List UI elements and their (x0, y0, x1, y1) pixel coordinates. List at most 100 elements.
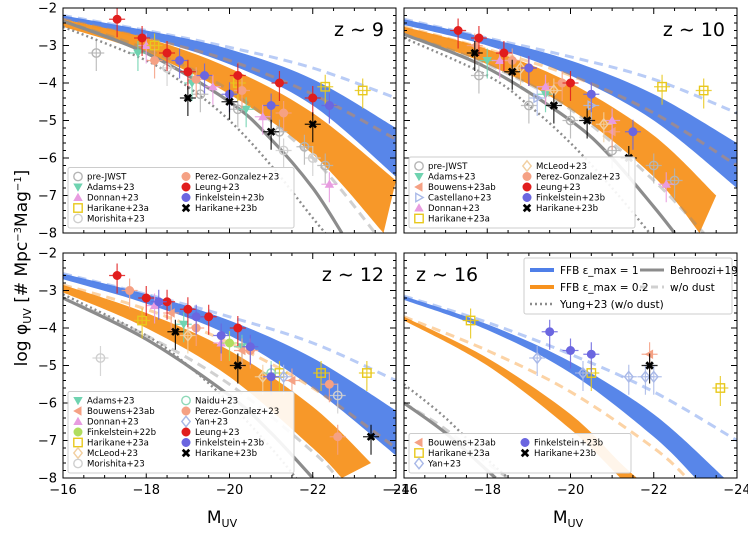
legend-marker (414, 182, 423, 192)
dataset-harikane-23a (654, 74, 712, 109)
x-tick-label: −20 (216, 483, 243, 498)
legend-models: FFB ε_max = 1 FFB ε_max = 0.2 Yung+23 (w/o… (523, 257, 738, 315)
ffb-emax02-band (404, 26, 717, 233)
legend-marker (73, 406, 82, 416)
legend-entry-label: Morishita+23 (87, 460, 145, 470)
legend-marker (180, 415, 192, 428)
y-axis-label: log φUV [# Mpc−3Mag−1] (12, 170, 34, 367)
legend-entry-label: Harikane+23a (87, 439, 149, 449)
dataset-yan-23 (529, 346, 662, 395)
data-point (175, 55, 185, 65)
behroozi-nodust-line (63, 296, 339, 478)
x-tick-label: −24 (723, 483, 748, 498)
data-point (524, 63, 534, 73)
data-point (482, 56, 492, 66)
dataset-harikane-23b (179, 86, 321, 150)
data-point (178, 320, 189, 330)
legend-marker (73, 203, 83, 213)
y-tick-label: −2 (38, 247, 57, 262)
data-point (320, 160, 331, 171)
data-point (216, 330, 226, 340)
legend-entry-label: Harikane+23b (195, 204, 257, 214)
data-point (225, 97, 234, 106)
legend-entry-label: Adams+23 (428, 173, 475, 183)
legend-marker (181, 448, 191, 458)
data-point (316, 368, 326, 378)
data-point (333, 432, 343, 442)
data-point (278, 145, 289, 156)
legend-marker (73, 458, 83, 469)
data-point (233, 71, 243, 81)
data-point (549, 101, 559, 110)
legend-marker (521, 159, 533, 173)
y-tick-label: −7 (38, 189, 57, 204)
legend-entry-label: Leung+23 (195, 428, 239, 438)
ffb-emax02-band (63, 19, 396, 233)
legend-entry-label: Bouwens+23ab (428, 183, 496, 193)
data-point (183, 304, 193, 314)
y-tick-label: −8 (38, 472, 57, 487)
data-point (523, 100, 534, 111)
plot-area (404, 17, 737, 233)
data-point (698, 85, 709, 96)
model-legend-label: w/o dust (670, 282, 715, 294)
data-point (607, 115, 617, 124)
ffb-emax1-band (404, 296, 725, 478)
y-tick-label: −3 (38, 39, 57, 54)
legend-entry-label: Finkelstein+23b (534, 439, 603, 449)
data-point (299, 141, 310, 152)
data-point (661, 179, 671, 188)
data-point (171, 327, 180, 336)
model-legend-label: Yung+23 (w/o dust) (559, 299, 664, 311)
ffb-emax1-band (404, 19, 737, 189)
svg-text:log φUV [# Mpc−3Mag−1]: log φUV [# Mpc−3Mag−1] (12, 170, 34, 367)
legend-marker (414, 203, 424, 212)
y-tick-label: −4 (38, 77, 57, 92)
behroozi-line (63, 19, 344, 233)
legend-entry-label: McLeod+23 (87, 449, 138, 459)
data-point (257, 370, 268, 384)
ticks (403, 252, 738, 479)
data-point (191, 74, 201, 84)
legend-marker (73, 171, 83, 182)
legend-entry-label: Finkelstein+23b (195, 194, 264, 204)
legend-entry-label: Bouwens+23ab (87, 407, 155, 417)
dataset-perez-gonzalez-23 (146, 48, 292, 131)
panel-redshift-label: z ∼ 10 (663, 19, 725, 41)
legend-marker (520, 437, 530, 447)
legend-marker (415, 192, 425, 203)
legend-marker (73, 416, 83, 426)
data-point (233, 323, 243, 333)
data-point (183, 67, 193, 77)
y-tick-label: −2 (38, 2, 57, 17)
legend-marker (181, 203, 191, 213)
data-point (648, 160, 659, 171)
legend-marker (181, 193, 191, 203)
data-point (308, 120, 317, 129)
legend-entry-label: Leung+23 (195, 183, 239, 193)
legend-marker (414, 173, 424, 182)
dataset-finkelstein-22b (221, 331, 238, 361)
data-point (453, 25, 463, 35)
data-point (640, 370, 651, 384)
data-point (287, 375, 296, 386)
data-point (565, 78, 575, 88)
legend-marker (73, 427, 83, 437)
legend-entry-label: Perez-Gonzalez+23 (536, 173, 620, 183)
ffb-emax02-nodust-line (63, 17, 396, 141)
data-point (586, 349, 596, 359)
legend-entry-label: Harikane+23a (428, 449, 490, 459)
legend-marker (414, 437, 423, 448)
dataset-harikane-23b (641, 353, 658, 384)
legend-marker (181, 437, 191, 447)
data-point (648, 370, 659, 384)
legend-entry-label: Harikane+23a (428, 215, 490, 225)
data-point (623, 370, 634, 384)
legend-entry-label: Finkelstein+23b (536, 194, 605, 204)
legend-marker (181, 182, 191, 192)
legend-entry-label: Leung+23 (536, 183, 580, 193)
legend-entry-label: Yan+23 (427, 460, 461, 470)
data-point (112, 14, 122, 24)
panel-redshift-label: z ∼ 9 (334, 19, 384, 41)
